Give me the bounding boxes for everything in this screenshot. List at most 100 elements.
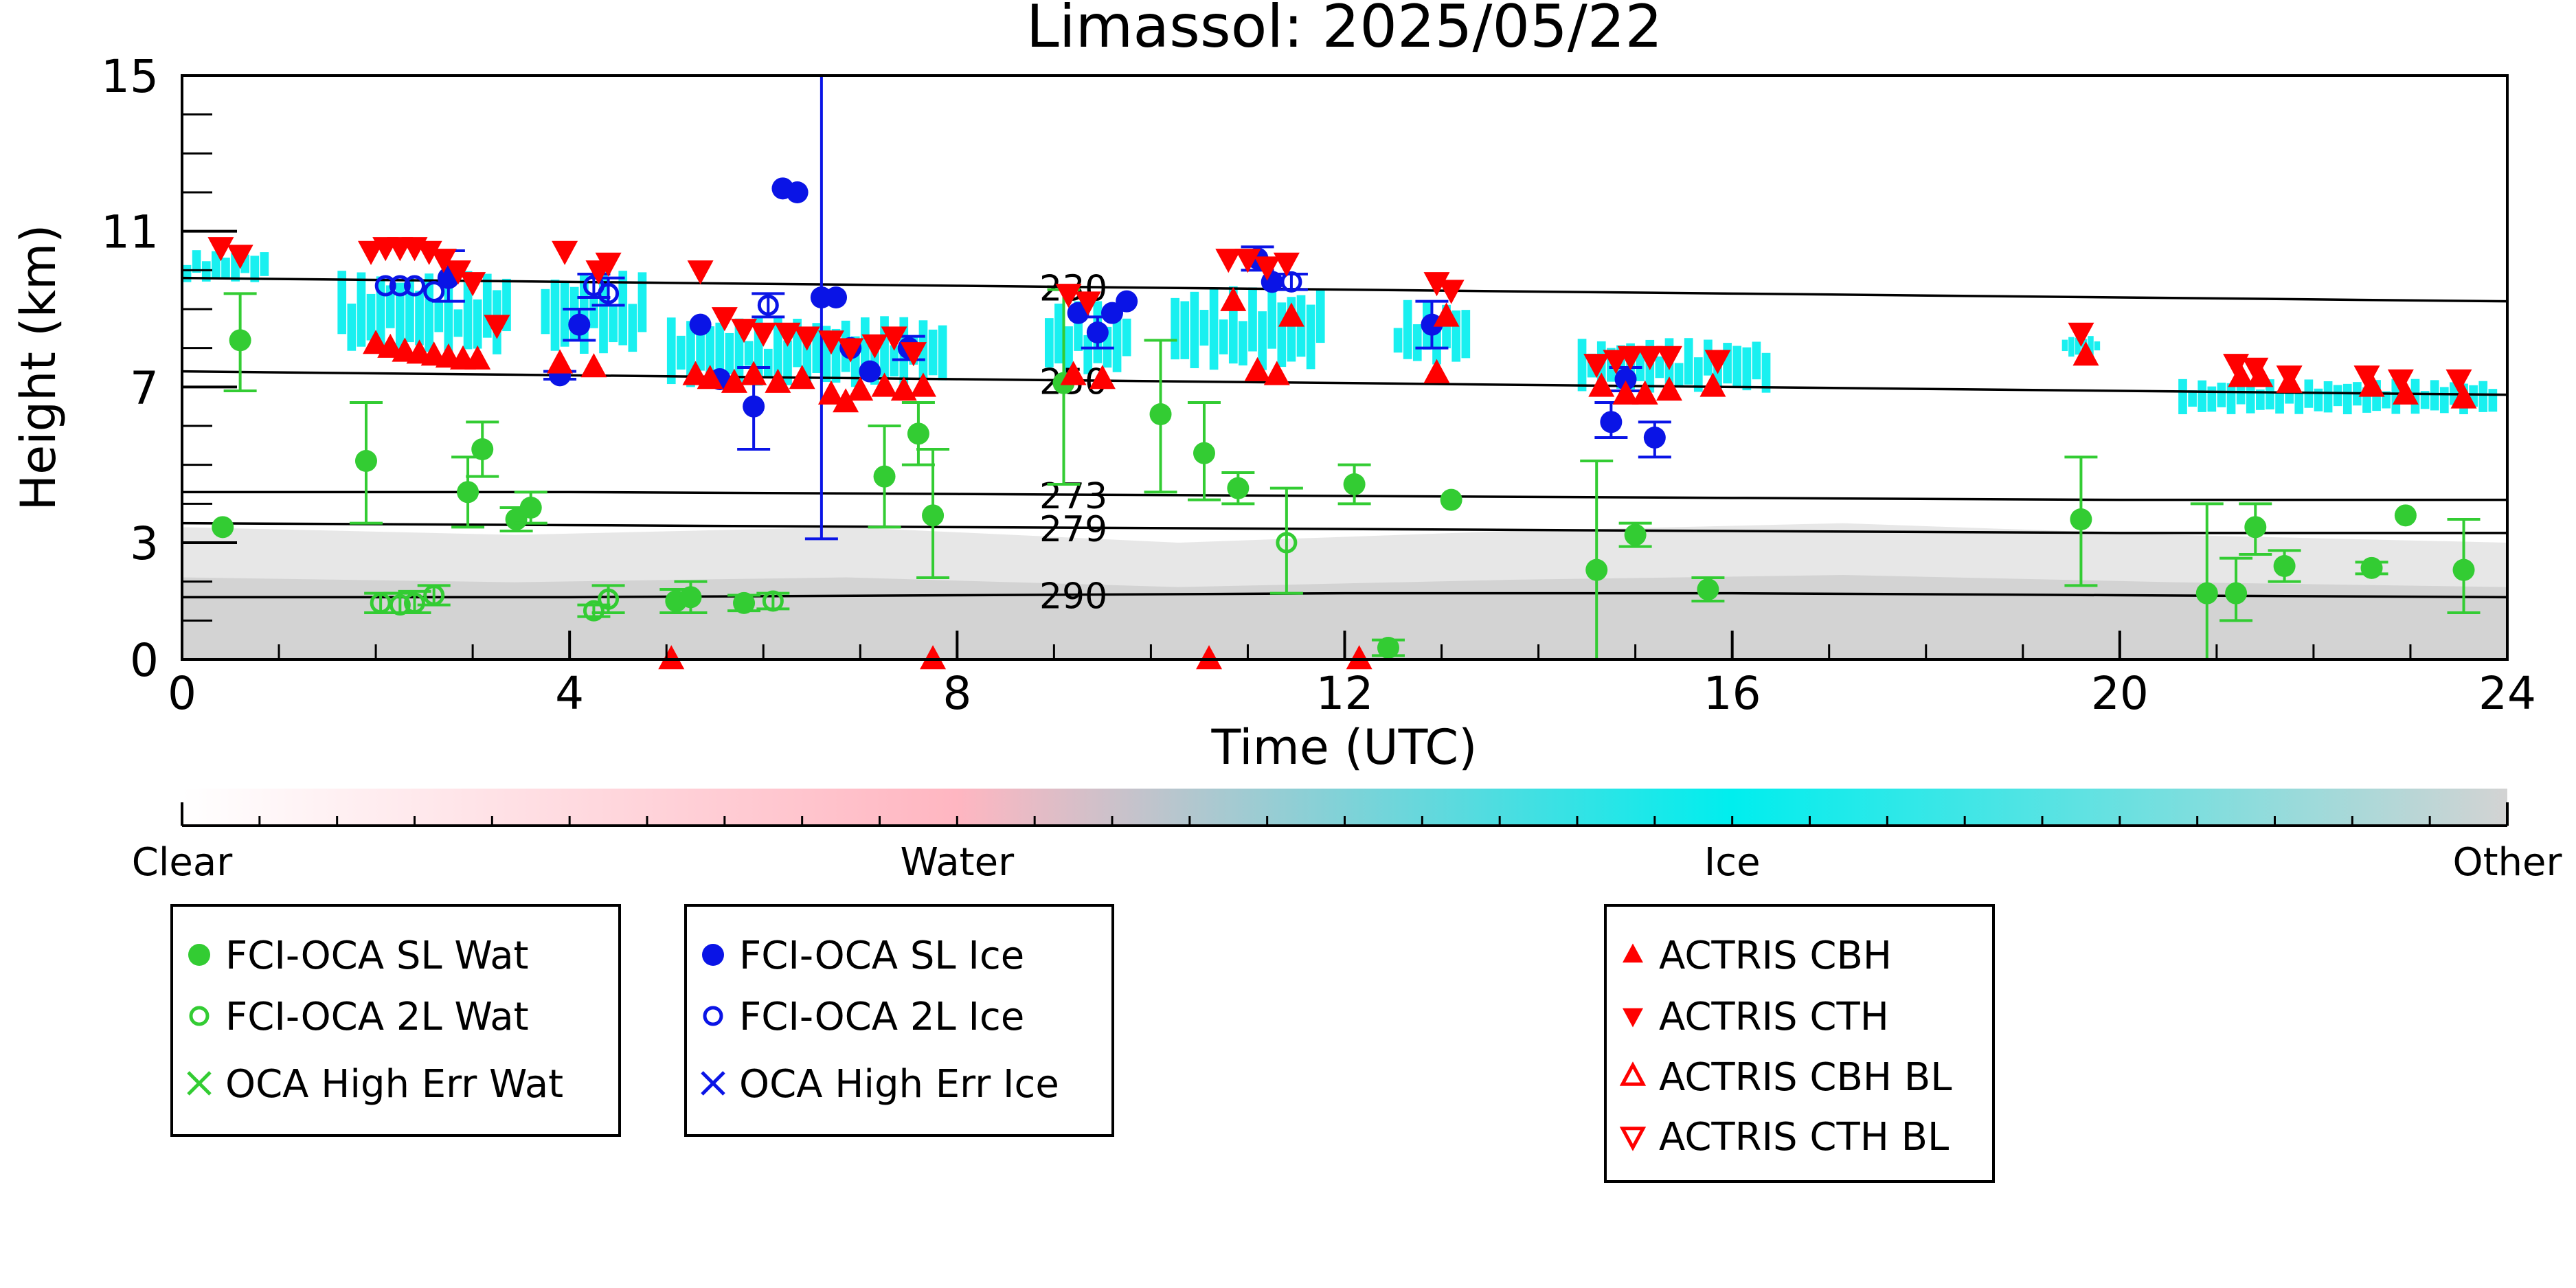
data-point [2276, 365, 2303, 390]
legend-label: OCA High Err Wat [225, 1062, 563, 1107]
chart-title: Limassol: 2025/05/22 [1026, 0, 1662, 61]
legend-item: ACTRIS CBH [1623, 934, 1892, 978]
data-point [1612, 380, 1639, 405]
legend-item: FCI-OCA 2L Ice [703, 995, 1024, 1039]
data-point [2360, 556, 2383, 579]
legend-label: FCI-OCA 2L Wat [225, 995, 529, 1039]
data-point [1227, 477, 1250, 499]
y-tick-label: 15 [101, 50, 159, 103]
data-point [881, 326, 907, 351]
data-point [457, 481, 479, 504]
data-point [890, 376, 917, 401]
data-point [1600, 411, 1623, 433]
legend-label: ACTRIS CTH [1659, 995, 1889, 1039]
data-point [817, 380, 844, 405]
legend-label: FCI-OCA SL Ice [739, 934, 1024, 978]
data-point [1278, 302, 1304, 327]
data-point [833, 388, 859, 413]
data-point [2225, 582, 2248, 605]
legend-box-3: ACTRIS CBH ACTRIS CTH ACTRIS CBH BL ACTRIS … [1604, 904, 1995, 1183]
data-point [1074, 291, 1101, 316]
data-point [825, 286, 848, 308]
x-tick-label: 20 [2091, 667, 2149, 720]
data-point [871, 372, 898, 397]
data-point [907, 422, 929, 445]
legend-box-2: FCI-OCA SL Ice FCI-OCA 2L Ice OCA High Err… [684, 904, 1114, 1137]
data-point [2387, 369, 2414, 394]
isotherm-label: 279 [1039, 509, 1107, 550]
data-point [1220, 286, 1247, 311]
data-point [793, 326, 820, 351]
data-point [471, 438, 494, 460]
data-point [460, 272, 486, 297]
data-point [389, 275, 411, 297]
data-point [873, 465, 896, 488]
data-point [1055, 284, 1082, 308]
data-point [920, 645, 947, 670]
data-point [786, 181, 809, 203]
legend-label: OCA High Err Ice [739, 1062, 1059, 1107]
data-point [2353, 365, 2380, 390]
y-tick-label: 0 [130, 634, 159, 687]
colorbar-label: Water [901, 840, 1015, 885]
classification-colorbar: Clear Water Ice Other [132, 789, 2562, 885]
data-point [741, 361, 767, 385]
data-point [1149, 403, 1172, 425]
data-point [1116, 290, 1138, 313]
ice-cloud-region [2178, 379, 2498, 415]
data-point [598, 588, 620, 610]
data-point [1636, 346, 1663, 370]
legend-marker [702, 944, 724, 966]
legend-label: FCI-OCA 2L Ice [739, 995, 1024, 1039]
axes: 0 4 8 12 16 20 24 0 3 7 11 15 [101, 50, 2536, 720]
data-point [430, 249, 457, 273]
legend-item: FCI-OCA 2L Wat [189, 995, 529, 1039]
data-point [922, 504, 945, 527]
data-point [711, 307, 738, 332]
data-point [1234, 249, 1261, 273]
legend-item: ACTRIS CTH [1623, 995, 1889, 1039]
data-point [682, 361, 709, 385]
data-point [595, 252, 622, 277]
data-point [861, 334, 888, 359]
data-point [354, 450, 377, 472]
x-axis-label: Time (UTC) [1211, 719, 1478, 776]
data-point [697, 365, 723, 389]
data-point [2228, 363, 2255, 387]
data-point [1617, 346, 1644, 370]
data-point [859, 360, 881, 383]
legend-marker [701, 1071, 725, 1096]
series-fci-oca-2l-ice [374, 271, 1308, 319]
isotherm-label: 290 [1039, 576, 1107, 618]
data-point [2244, 516, 2267, 539]
data-point [2068, 322, 2094, 347]
data-point [1346, 645, 1372, 670]
colorbar-label: Other [2452, 840, 2562, 885]
data-point [687, 260, 714, 285]
data-point [765, 368, 791, 393]
data-point [774, 322, 801, 347]
data-point [484, 315, 510, 339]
data-point [817, 330, 844, 355]
legend-marker [1619, 1061, 1647, 1086]
data-point [1421, 313, 1443, 336]
y-tick-label: 3 [130, 517, 159, 570]
data-point [2394, 504, 2417, 527]
legend-item: OCA High Err Ice [701, 1062, 1059, 1107]
data-point [1273, 252, 1300, 277]
data-point [1244, 357, 1271, 381]
data-point [1643, 427, 1666, 449]
series-actris-cth [207, 237, 2472, 394]
data-point [721, 368, 747, 393]
data-point [519, 497, 542, 519]
data-point [2223, 354, 2250, 379]
data-point [1263, 361, 1290, 385]
data-point [423, 281, 445, 302]
data-point [2445, 369, 2472, 394]
legends: FCI-OCA SL Wat FCI-OCA 2L Wat OCA High Err… [170, 904, 1995, 1183]
data-point [1276, 532, 1298, 554]
isotherm-250: 250 [182, 362, 2507, 403]
data-point [2450, 384, 2477, 409]
legend-item: ACTRIS CTH BL [1619, 1115, 1949, 1160]
data-point [1699, 372, 1726, 397]
